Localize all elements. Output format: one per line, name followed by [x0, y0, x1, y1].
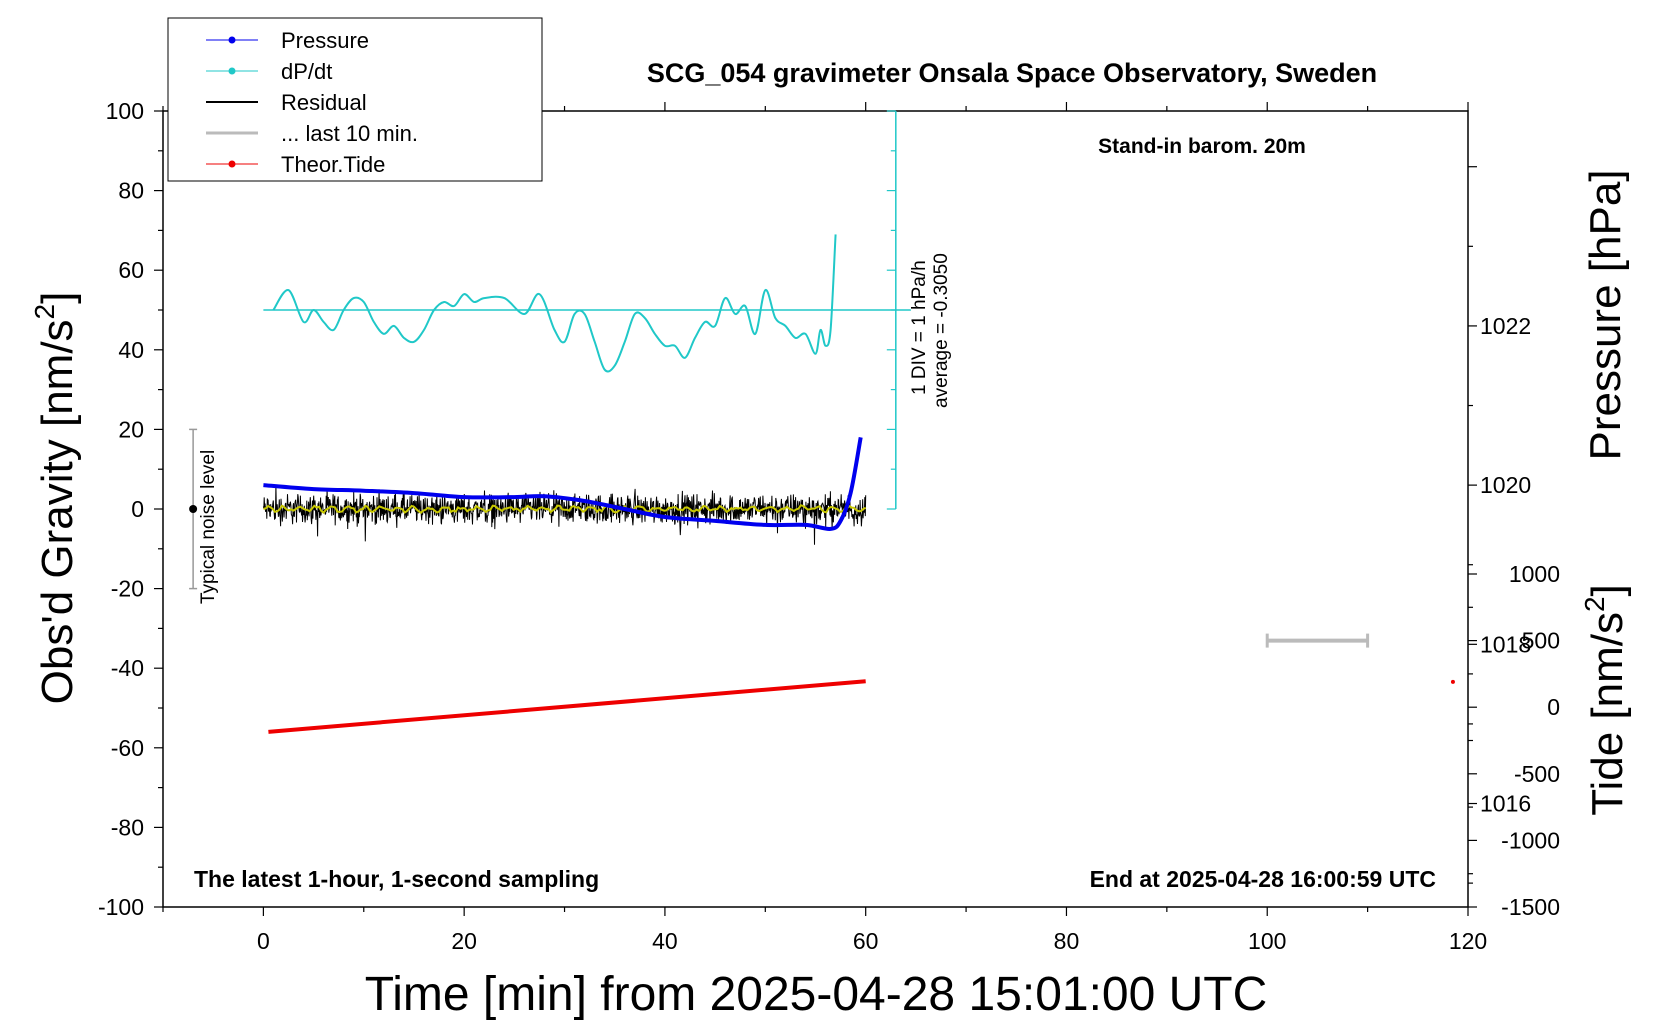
- noise-label: Typical noise level: [198, 450, 219, 604]
- tide-series: [268, 679, 866, 734]
- y-tick-label: -20: [111, 576, 144, 602]
- dpdt-series: [272, 234, 837, 373]
- x-tick-label: 100: [1248, 928, 1286, 954]
- y-axis-label-left-end: ]: [33, 292, 82, 304]
- tide-tick-label: 0: [1547, 694, 1560, 720]
- y-axis-label-pressure: Pressure [hPa]: [1581, 169, 1630, 460]
- pressure-tick-label: 1020: [1480, 472, 1531, 498]
- y-tick-label: -40: [111, 655, 144, 681]
- noise-center-dot: [189, 505, 198, 513]
- y-tick-label: -80: [111, 814, 144, 840]
- y-tick-label: 80: [118, 178, 144, 204]
- x-tick-label: 60: [853, 928, 879, 954]
- legend-label: ... last 10 min.: [281, 121, 418, 146]
- y-tick-label: -60: [111, 735, 144, 761]
- x-axis-label: Time [min] from 2025-04-28 15:01:00 UTC: [365, 968, 1268, 1020]
- tide-tick-label: -500: [1514, 761, 1560, 787]
- legend: Pressure dP/dt Residual ... last 10 min. The…: [167, 17, 543, 182]
- legend-label: Theor.Tide: [281, 152, 385, 177]
- chart-title: SCG_054 gravimeter Onsala Space Observat…: [647, 58, 1377, 88]
- x-tick-label: 40: [652, 928, 678, 954]
- y-tick-label: 40: [118, 337, 144, 363]
- tide-tick-label: 500: [1522, 628, 1560, 654]
- x-tick-label: 120: [1449, 928, 1487, 954]
- y-axis-label-tide: Tide [nm/s2]: [1579, 584, 1632, 816]
- legend-label: Pressure: [281, 28, 369, 53]
- x-tick-label: 80: [1054, 928, 1080, 954]
- y-tick-label: 0: [131, 496, 144, 522]
- y-axis-label-tide-main: Tide [nm/s: [1583, 612, 1632, 816]
- tide-current-point: [1450, 679, 1455, 684]
- y-tick-label: 100: [106, 98, 144, 124]
- y-tick-label: 60: [118, 257, 144, 283]
- pressure-tick-label: 1018: [1480, 631, 1531, 657]
- legend-marker: [228, 160, 236, 168]
- pressure-tick-label: 1016: [1480, 791, 1531, 817]
- pressure-series: [263, 437, 863, 531]
- barometer-note: Stand-in barom. 20m: [1098, 135, 1306, 158]
- x-tick-label: 0: [257, 928, 270, 954]
- annotation-layer: SCG_054 gravimeter Onsala Space Observat…: [29, 58, 1632, 1020]
- y-tick-label: 20: [118, 416, 144, 442]
- end-time-note: End at 2025-04-28 16:00:59 UTC: [1090, 866, 1436, 892]
- residual-smoothed: [263, 504, 867, 514]
- y-axis-label-tide-end: ]: [1583, 584, 1632, 596]
- y-axis-label-tide-sup: 2: [1579, 596, 1610, 612]
- y-axis-label-left-sup: 2: [29, 304, 60, 320]
- y-axis-label-left-main: Obs'd Gravity [nm/s: [33, 319, 82, 704]
- average-label: average = -0.3050: [931, 253, 952, 408]
- x-tick-label: 20: [451, 928, 477, 954]
- y-tick-label: -100: [98, 894, 144, 920]
- legend-label: Residual: [281, 90, 367, 115]
- tide-tick-label: -1000: [1501, 827, 1560, 853]
- series-layer: [189, 110, 1455, 734]
- residual-series: [262, 485, 867, 545]
- sampling-note: The latest 1-hour, 1-second sampling: [194, 866, 599, 892]
- y-axis-label-left: Obs'd Gravity [nm/s2]: [29, 292, 82, 705]
- legend-marker: [228, 36, 236, 44]
- legend-marker: [228, 67, 236, 75]
- tide-tick-label: 1000: [1509, 561, 1560, 587]
- axis-tick-labels: 0 20 40 60 80 100 120 100 80 60 40 20 0 -20 -40 -60 -80 -…: [98, 98, 1560, 954]
- legend-box: [167, 17, 543, 182]
- tide-tick-label: -1500: [1501, 894, 1560, 920]
- legend-label: dP/dt: [281, 59, 332, 84]
- div-label: 1 DIV = 1 hPa/h: [909, 260, 930, 395]
- pressure-tick-label: 1022: [1480, 313, 1531, 339]
